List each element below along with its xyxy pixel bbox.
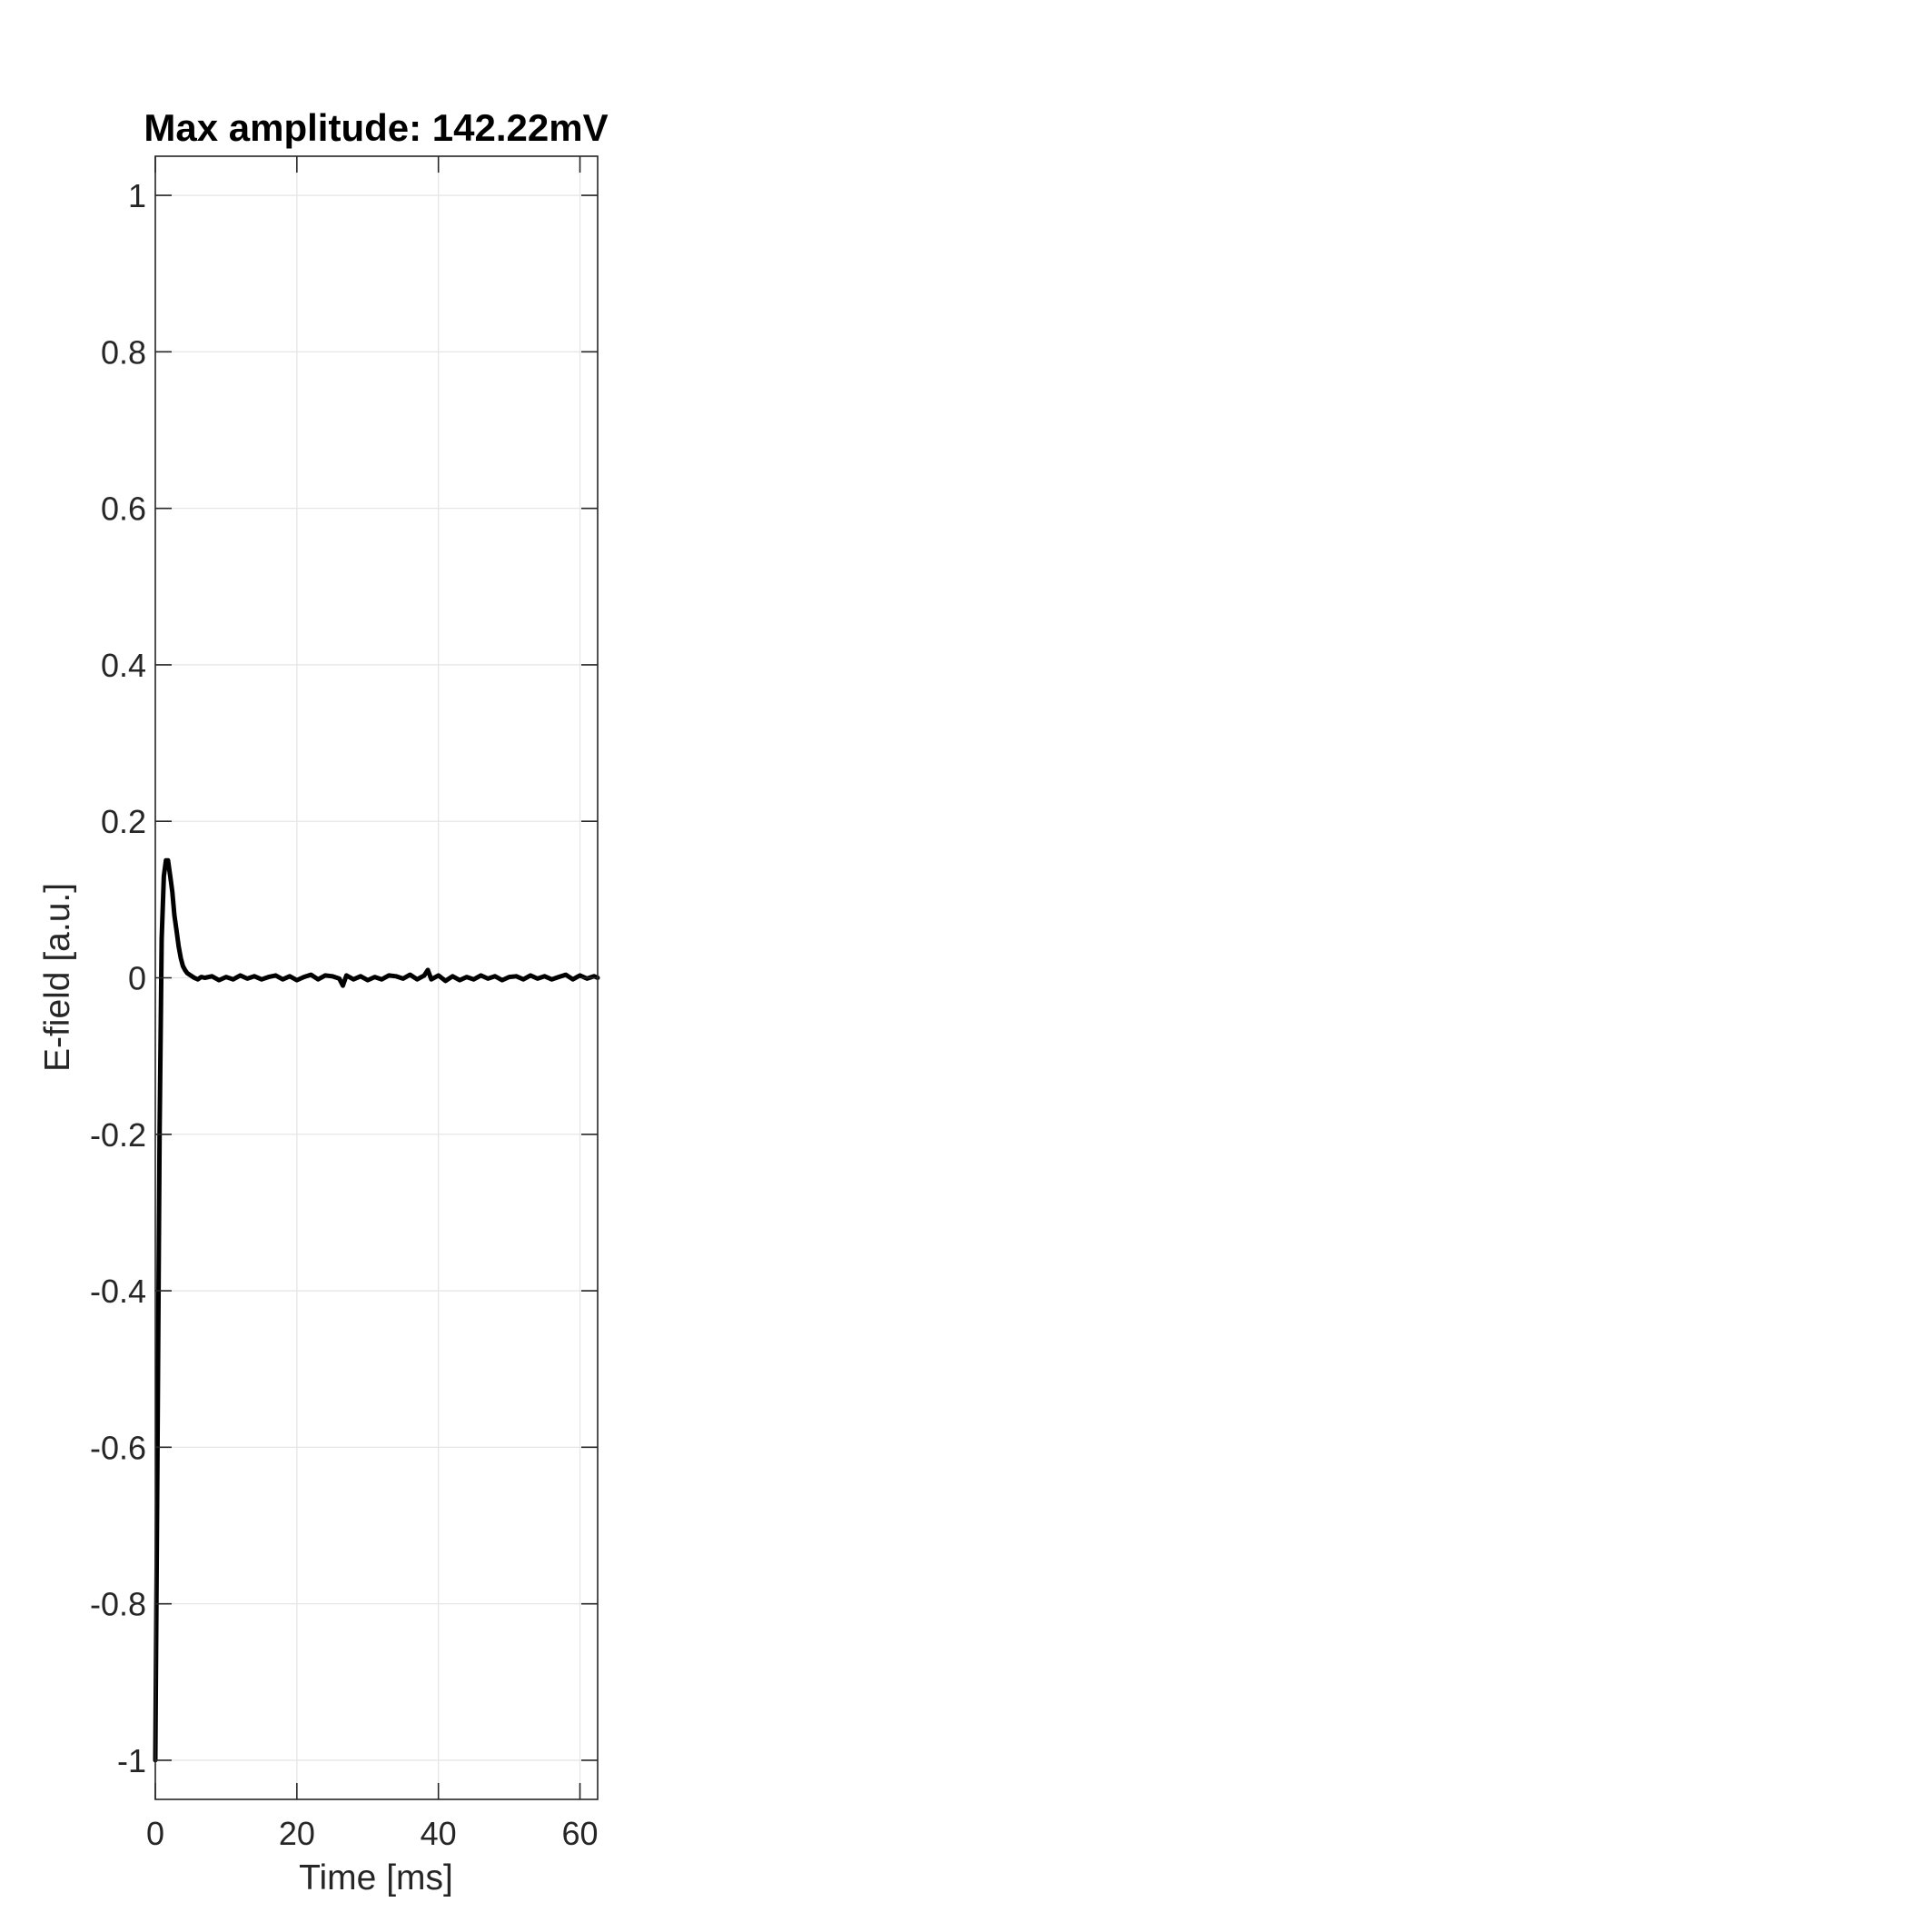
y-axis-label: E-field [a.u.]: [38, 883, 77, 1072]
x-tick-label: 60: [561, 1815, 598, 1852]
ticks: [154, 156, 598, 1799]
series-line: [153, 857, 600, 1763]
chart-title: Max amplitude: 142.22mV: [144, 106, 608, 149]
series-layer: [153, 857, 600, 1763]
x-tick-label: 40: [421, 1815, 457, 1852]
y-tick-label: 1: [128, 177, 146, 214]
y-tick-label: 0.6: [101, 490, 146, 528]
x-tick-label: 20: [279, 1815, 315, 1852]
y-tick-label: -0.2: [90, 1116, 146, 1154]
grid: [154, 156, 598, 1799]
y-tick-label: 0.8: [101, 333, 146, 371]
y-tick-label: 0: [128, 960, 146, 997]
y-tick-label: -0.4: [90, 1273, 146, 1310]
x-tick-label: 0: [146, 1815, 164, 1852]
tick-labels: 0 20 40 60 -1 -0.8 -0.6 -0.4 -0.2 0 0.2 0.4 0.6 0.8 1: [90, 177, 599, 1852]
y-tick-label: -0.8: [90, 1586, 146, 1623]
y-tick-label: -0.6: [90, 1429, 146, 1466]
y-tick-label: 0.2: [101, 803, 146, 840]
x-axis-label: Time [ms]: [299, 1858, 453, 1897]
y-tick-label: -1: [117, 1742, 146, 1779]
y-tick-label: 0.4: [101, 647, 146, 684]
